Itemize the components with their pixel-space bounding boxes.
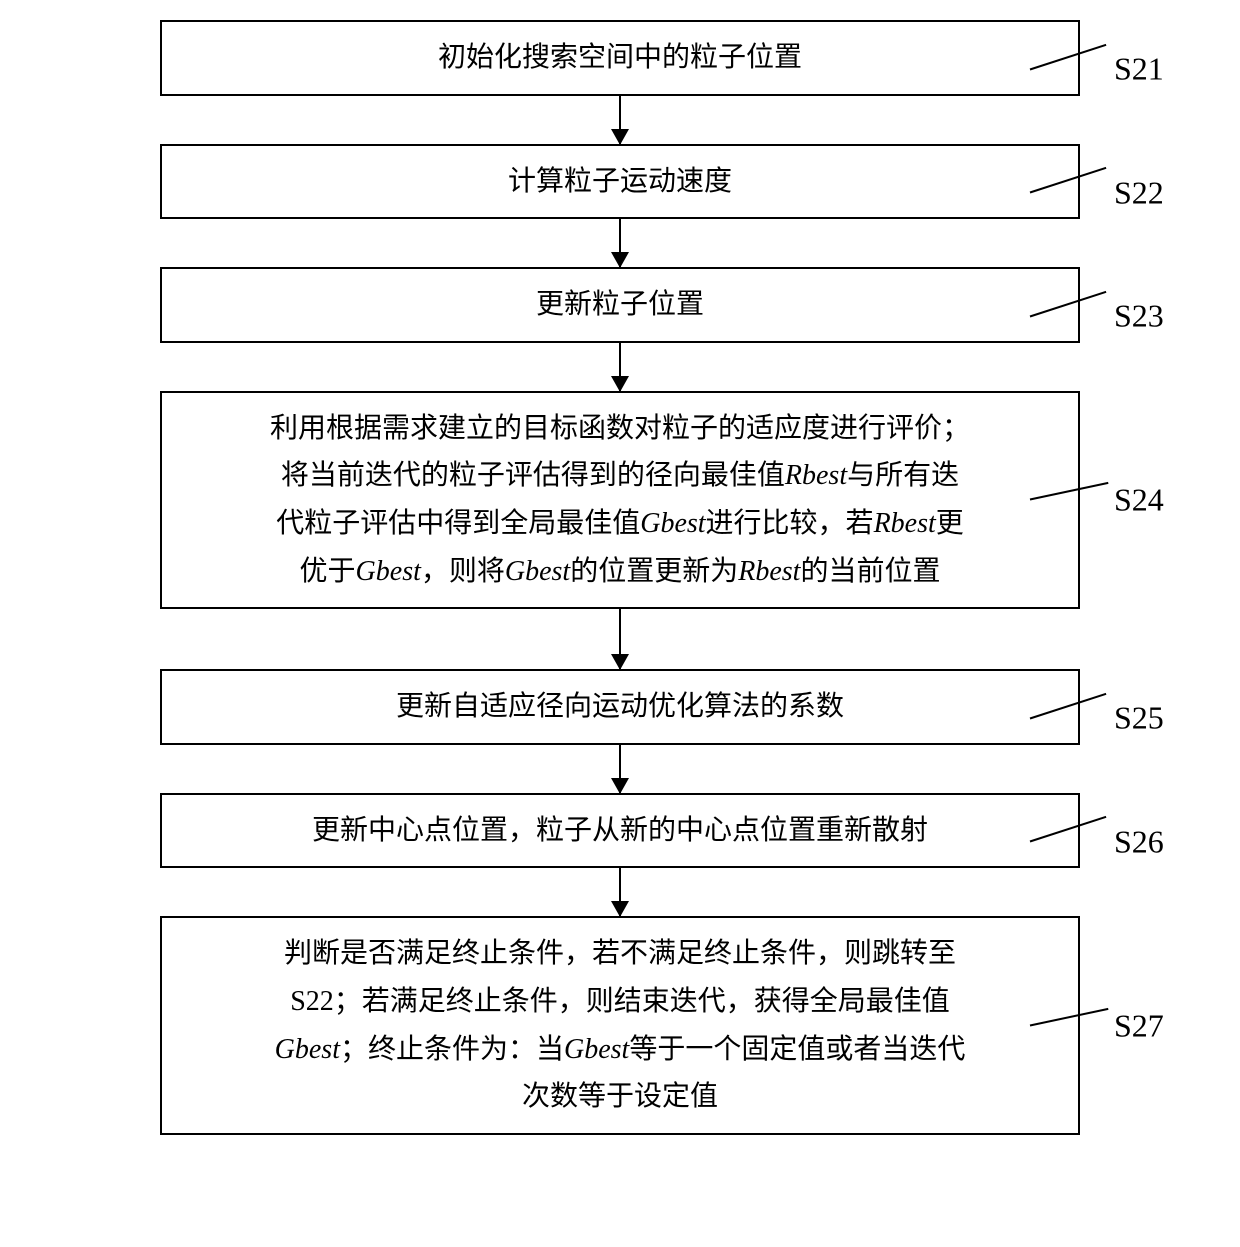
text-segment: 更新粒子位置 (536, 289, 704, 320)
italic-term: Gbest (505, 556, 570, 587)
text-segment: 的位置更新为 (570, 556, 738, 587)
arrow-down-icon (619, 868, 621, 916)
step-label: S22 (1114, 174, 1164, 211)
step-label: S23 (1114, 298, 1164, 335)
step-label-column: S27 (1040, 916, 1220, 1134)
flow-step-box: 更新中心点位置，粒子从新的中心点位置重新散射 (160, 793, 1080, 869)
step-label-column: S24 (1040, 391, 1220, 609)
italic-term: Gbest (640, 508, 705, 539)
arrow-down-icon (619, 219, 621, 267)
flow-step-box: 判断是否满足终止条件，若不满足终止条件，则跳转至 S22；若满足终止条件，则结束… (160, 916, 1080, 1134)
text-segment: 计算粒子运动速度 (508, 166, 732, 197)
flow-row: 初始化搜索空间中的粒子位置 S21 (20, 20, 1220, 96)
arrow-down-icon (619, 96, 621, 144)
text-segment: ；终止条件为：当 (340, 1034, 564, 1065)
step-label-column: S26 (1040, 793, 1220, 869)
flow-row: 更新中心点位置，粒子从新的中心点位置重新散射 S26 (20, 793, 1220, 869)
text-segment: ，则将 (421, 556, 505, 587)
step-label: S21 (1114, 51, 1164, 88)
step-label-column: S23 (1040, 267, 1220, 343)
flow-step-box: 初始化搜索空间中的粒子位置 (160, 20, 1080, 96)
italic-term: Gbest (356, 556, 421, 587)
arrow-down-icon (619, 343, 621, 391)
text-segment: 的当前位置 (800, 556, 940, 587)
flow-step-box: 更新自适应径向运动优化算法的系数 (160, 669, 1080, 745)
flow-row: 判断是否满足终止条件，若不满足终止条件，则跳转至 S22；若满足终止条件，则结束… (20, 916, 1220, 1134)
connector-line (1030, 693, 1107, 720)
flow-step-box: 更新粒子位置 (160, 267, 1080, 343)
step-label: S27 (1114, 1007, 1164, 1044)
step-label-column: S22 (1040, 144, 1220, 220)
flowchart-container: 初始化搜索空间中的粒子位置 S21 计算粒子运动速度 S22 更新粒子位置 S23 利用根据… (20, 20, 1220, 1135)
flow-row: 更新自适应径向运动优化算法的系数 S25 (20, 669, 1220, 745)
step-label: S24 (1114, 481, 1164, 518)
italic-term: Rbest (738, 556, 800, 587)
connector-line (1030, 167, 1107, 194)
italic-term: Rbest (874, 508, 936, 539)
connector-line (1030, 291, 1107, 318)
step-label: S26 (1114, 823, 1164, 860)
flow-step-box: 利用根据需求建立的目标函数对粒子的适应度进行评价； 将当前迭代的粒子评估得到的径… (160, 391, 1080, 609)
flow-row: 计算粒子运动速度 S22 (20, 144, 1220, 220)
text-segment: 更新中心点位置，粒子从新的中心点位置重新散射 (312, 815, 928, 846)
text-segment: 判断是否满足终止条件，若不满足终止条件，则跳转至 S22；若满足终止条件，则结束… (284, 938, 956, 1017)
italic-term: Rbest (785, 460, 847, 491)
text-segment: 更新自适应径向运动优化算法的系数 (396, 691, 844, 722)
connector-line (1030, 482, 1109, 501)
step-label-column: S25 (1040, 669, 1220, 745)
flow-step-box: 计算粒子运动速度 (160, 144, 1080, 220)
connector-line (1030, 816, 1107, 843)
text-segment: 初始化搜索空间中的粒子位置 (438, 42, 802, 73)
flow-row: 利用根据需求建立的目标函数对粒子的适应度进行评价； 将当前迭代的粒子评估得到的径… (20, 391, 1220, 609)
text-segment: 进行比较，若 (706, 508, 874, 539)
flow-row: 更新粒子位置 S23 (20, 267, 1220, 343)
arrow-down-icon (619, 609, 621, 669)
italic-term: Gbest (564, 1034, 629, 1065)
connector-line (1030, 1008, 1109, 1027)
arrow-down-icon (619, 745, 621, 793)
italic-term: Gbest (275, 1034, 340, 1065)
step-label: S25 (1114, 700, 1164, 737)
connector-line (1030, 43, 1107, 70)
step-label-column: S21 (1040, 20, 1220, 96)
